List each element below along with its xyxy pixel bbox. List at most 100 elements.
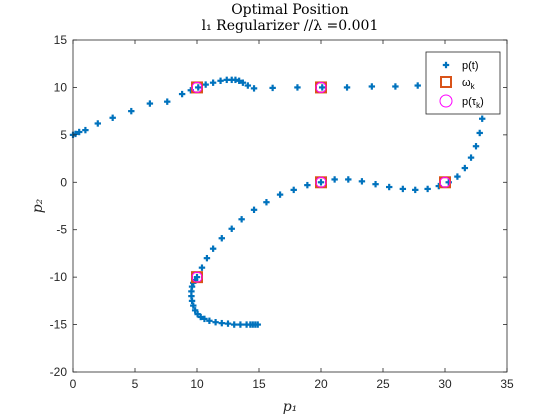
trajectory-point	[94, 120, 101, 127]
trajectory-point	[392, 83, 399, 90]
x-tick-label: 0	[70, 377, 77, 391]
trajectory-point	[368, 83, 376, 90]
trajectory-point	[304, 181, 311, 189]
trajectory-point	[224, 320, 232, 327]
legend-marker-p-tau	[439, 94, 453, 108]
x-tick-label: 20	[314, 377, 328, 391]
trajectory-point	[76, 128, 83, 136]
axes-box	[72, 39, 508, 373]
trajectory-point	[217, 77, 224, 84]
trajectory-point	[209, 79, 217, 86]
trajectory-point	[250, 206, 258, 213]
x-tick-label: 25	[376, 377, 390, 391]
trajectory-point	[461, 164, 469, 172]
p-tau-marker	[439, 176, 451, 188]
trajectory-point	[188, 283, 196, 290]
trajectory-point	[218, 319, 225, 327]
trajectory-point	[269, 84, 276, 92]
chart-title: Optimal Position	[231, 2, 349, 18]
y-tick-label: -20	[50, 365, 68, 379]
x-tick-label: 30	[438, 377, 452, 391]
trajectory-point	[244, 82, 252, 89]
p-tau-marker	[315, 81, 327, 93]
trajectory-point	[358, 178, 366, 185]
trajectory-point	[231, 321, 238, 328]
trajectory-point	[467, 154, 475, 161]
trajectory-point	[276, 191, 284, 198]
legend-label: p(τk)	[462, 96, 484, 110]
y-tick-label: 5	[60, 128, 67, 142]
p-tau-marker	[191, 81, 203, 93]
trajectory-point	[191, 307, 199, 314]
legend-label: ωk	[462, 77, 476, 91]
trajectory-point	[164, 98, 171, 105]
chart-subtitle: l₁ Regularizer //λ =0.001	[202, 18, 379, 34]
x-tick-label: 10	[190, 377, 204, 391]
trajectory-point	[238, 216, 245, 223]
y-tick-label: 10	[54, 80, 68, 94]
trajectory-point	[424, 185, 431, 193]
trajectory-point	[195, 84, 202, 91]
trajectory-point	[294, 84, 301, 91]
y-tick-label: -5	[56, 223, 67, 237]
trajectory-point	[218, 235, 225, 242]
trajectory-point	[237, 321, 244, 328]
trajectory-point	[202, 81, 209, 88]
data-marks	[69, 76, 487, 328]
trajectory-point	[472, 143, 480, 150]
trajectory-point	[146, 100, 154, 107]
trajectory-point	[476, 129, 483, 137]
trajectory-point	[372, 180, 379, 188]
trajectory-point	[250, 85, 258, 92]
y-tick-label: 0	[60, 175, 67, 189]
trajectory-point	[345, 176, 352, 183]
trajectory-point	[454, 173, 461, 180]
trajectory-point	[386, 183, 393, 191]
trajectory-point	[193, 273, 201, 281]
trajectory-point	[263, 199, 270, 206]
trajectory-point	[331, 176, 338, 183]
trajectory-point	[412, 186, 419, 194]
legend: p(t) ωk p(τk)	[425, 51, 501, 115]
x-tick-label: 35	[500, 377, 514, 391]
y-tick-label: -10	[50, 270, 68, 284]
trajectory-point	[319, 84, 326, 91]
legend-box	[425, 51, 501, 115]
trajectory-point	[399, 185, 407, 193]
trajectory-point	[239, 79, 247, 86]
trajectory-point	[194, 310, 201, 318]
trajectory-point	[109, 114, 116, 121]
p-tau-marker	[315, 176, 327, 188]
trajectory-point	[343, 84, 351, 91]
legend-marker-trajectory	[442, 61, 450, 69]
trajectory-point	[209, 245, 217, 252]
trajectory-point	[479, 115, 486, 122]
p-tau-marker	[191, 271, 203, 283]
trajectory-point	[317, 179, 325, 186]
trajectory-point	[198, 264, 206, 271]
trajectory-point	[290, 186, 297, 194]
axis-ticks: 0 5 10 15 20 25 30 35 -20 -15 -10 -5 0 5 10 15	[50, 33, 514, 391]
legend-label: p(t)	[462, 60, 479, 72]
trajectory-point	[82, 126, 89, 134]
trajectory-point	[128, 107, 135, 115]
y-axis-label: p₂	[30, 198, 46, 213]
legend-marker-omega	[440, 76, 452, 88]
trajectory-point	[228, 225, 235, 232]
trajectory-point	[201, 315, 208, 323]
trajectory-point	[414, 82, 421, 89]
trajectory-point	[203, 254, 211, 262]
trajectory-point	[243, 321, 250, 328]
x-tick-label: 5	[132, 377, 139, 391]
trajectory-point	[206, 317, 213, 324]
trajectory-point	[190, 302, 197, 309]
x-tick-label: 15	[252, 377, 266, 391]
trajectory-point	[212, 319, 219, 326]
x-axis-label: p₁	[283, 399, 298, 415]
y-tick-label: 15	[54, 33, 68, 47]
y-tick-label: -15	[50, 318, 68, 332]
trajectory-point	[178, 90, 186, 98]
trajectory-point	[223, 76, 230, 84]
